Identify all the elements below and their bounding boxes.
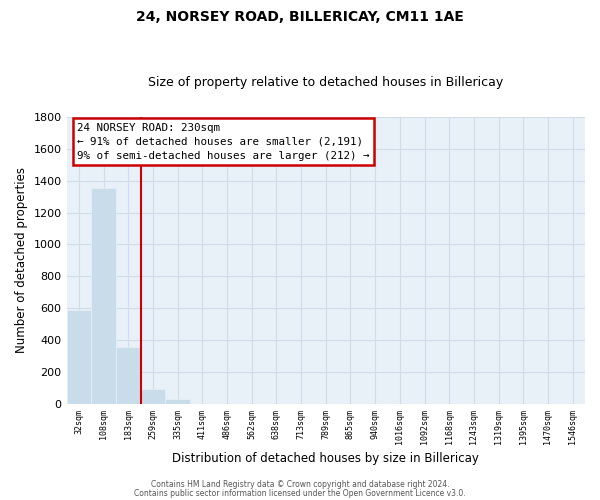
Title: Size of property relative to detached houses in Billericay: Size of property relative to detached ho… — [148, 76, 503, 90]
Bar — [140, 388, 165, 404]
Bar — [165, 399, 190, 404]
Y-axis label: Number of detached properties: Number of detached properties — [15, 168, 28, 354]
Text: 24, NORSEY ROAD, BILLERICAY, CM11 1AE: 24, NORSEY ROAD, BILLERICAY, CM11 1AE — [136, 10, 464, 24]
Bar — [67, 310, 91, 404]
Text: Contains public sector information licensed under the Open Government Licence v3: Contains public sector information licen… — [134, 488, 466, 498]
Bar — [91, 188, 116, 404]
Text: Contains HM Land Registry data © Crown copyright and database right 2024.: Contains HM Land Registry data © Crown c… — [151, 480, 449, 489]
X-axis label: Distribution of detached houses by size in Billericay: Distribution of detached houses by size … — [172, 452, 479, 465]
Bar — [116, 348, 140, 404]
Text: 24 NORSEY ROAD: 230sqm
← 91% of detached houses are smaller (2,191)
9% of semi-d: 24 NORSEY ROAD: 230sqm ← 91% of detached… — [77, 123, 370, 161]
